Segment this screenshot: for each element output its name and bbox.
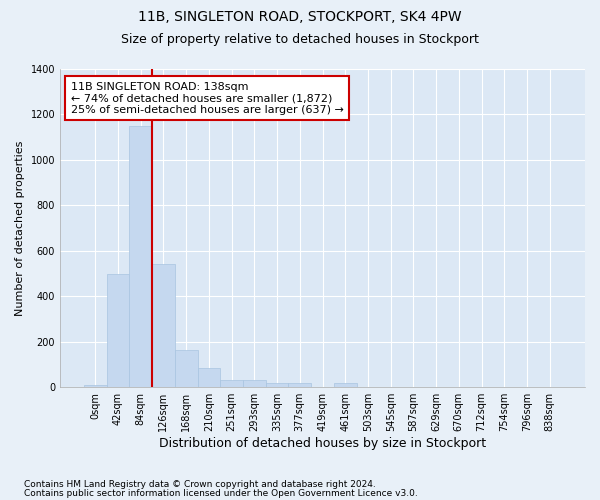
Text: 11B SINGLETON ROAD: 138sqm
← 74% of detached houses are smaller (1,872)
25% of s: 11B SINGLETON ROAD: 138sqm ← 74% of deta… bbox=[71, 82, 343, 115]
Text: 11B, SINGLETON ROAD, STOCKPORT, SK4 4PW: 11B, SINGLETON ROAD, STOCKPORT, SK4 4PW bbox=[138, 10, 462, 24]
Text: Size of property relative to detached houses in Stockport: Size of property relative to detached ho… bbox=[121, 32, 479, 46]
Text: Contains HM Land Registry data © Crown copyright and database right 2024.: Contains HM Land Registry data © Crown c… bbox=[24, 480, 376, 489]
Bar bbox=[84, 385, 107, 387]
Bar bbox=[130, 126, 152, 387]
X-axis label: Distribution of detached houses by size in Stockport: Distribution of detached houses by size … bbox=[159, 437, 486, 450]
Bar bbox=[289, 382, 311, 387]
Bar bbox=[334, 382, 356, 387]
Text: Contains public sector information licensed under the Open Government Licence v3: Contains public sector information licen… bbox=[24, 488, 418, 498]
Bar bbox=[152, 264, 175, 387]
Bar bbox=[243, 380, 266, 387]
Bar bbox=[197, 368, 220, 387]
Bar bbox=[266, 382, 289, 387]
Bar bbox=[107, 274, 130, 387]
Bar bbox=[175, 350, 197, 387]
Y-axis label: Number of detached properties: Number of detached properties bbox=[15, 140, 25, 316]
Bar bbox=[220, 380, 243, 387]
